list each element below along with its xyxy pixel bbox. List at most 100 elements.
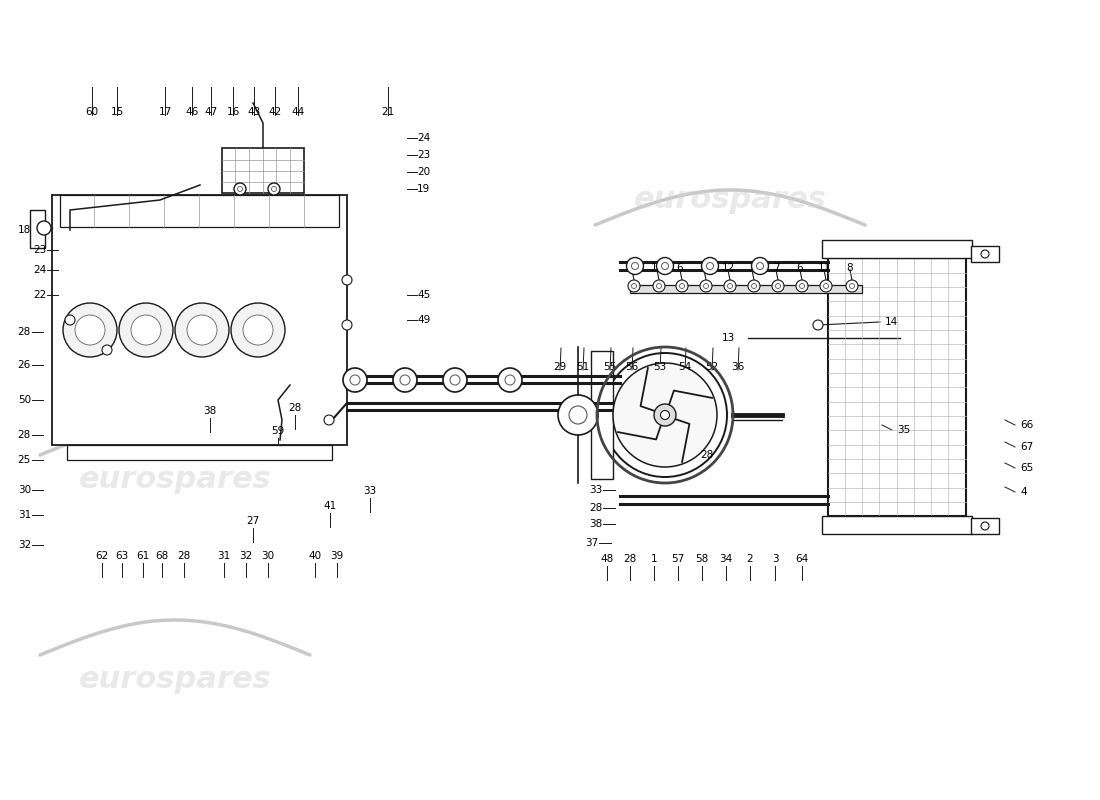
- Text: 60: 60: [86, 107, 99, 117]
- Circle shape: [727, 283, 733, 289]
- Text: 54: 54: [679, 362, 692, 372]
- Bar: [30, 210, 45, 248]
- Circle shape: [627, 258, 644, 274]
- Text: 28: 28: [18, 430, 31, 440]
- Circle shape: [558, 395, 598, 435]
- Text: 45: 45: [417, 290, 430, 300]
- Text: 6: 6: [796, 263, 803, 273]
- Circle shape: [187, 315, 217, 345]
- Bar: [52, 195, 346, 445]
- Text: 47: 47: [205, 107, 218, 117]
- Text: 11: 11: [817, 263, 830, 273]
- Text: 28: 28: [18, 327, 31, 337]
- Text: 48: 48: [601, 554, 614, 564]
- Text: 30: 30: [18, 485, 31, 495]
- Circle shape: [131, 315, 161, 345]
- Circle shape: [613, 363, 717, 467]
- Text: 38: 38: [204, 406, 217, 416]
- Circle shape: [724, 280, 736, 292]
- Text: 41: 41: [323, 501, 337, 511]
- Text: 49: 49: [417, 315, 430, 325]
- Text: 23: 23: [33, 245, 46, 255]
- Circle shape: [631, 262, 638, 270]
- Bar: [630, 285, 862, 293]
- Circle shape: [661, 262, 669, 270]
- Circle shape: [75, 315, 104, 345]
- Text: 5: 5: [701, 263, 707, 273]
- Circle shape: [628, 280, 640, 292]
- Circle shape: [849, 283, 855, 289]
- Text: 44: 44: [292, 107, 305, 117]
- Bar: [971, 518, 999, 534]
- Text: 42: 42: [268, 107, 282, 117]
- Text: 17: 17: [158, 107, 172, 117]
- Circle shape: [350, 375, 360, 385]
- Circle shape: [706, 262, 714, 270]
- Circle shape: [631, 283, 637, 289]
- Circle shape: [268, 183, 280, 195]
- Circle shape: [238, 186, 242, 191]
- Circle shape: [981, 250, 989, 258]
- Circle shape: [450, 375, 460, 385]
- Circle shape: [846, 280, 858, 292]
- Circle shape: [657, 283, 661, 289]
- Circle shape: [175, 303, 229, 357]
- Circle shape: [400, 375, 410, 385]
- Circle shape: [231, 303, 285, 357]
- Text: 31: 31: [218, 551, 231, 561]
- Text: 28: 28: [588, 503, 602, 513]
- Bar: [67, 445, 332, 460]
- Circle shape: [342, 275, 352, 285]
- Text: 37: 37: [585, 538, 598, 548]
- Circle shape: [65, 315, 75, 325]
- Circle shape: [102, 345, 112, 355]
- Text: 32: 32: [18, 540, 31, 550]
- Text: 14: 14: [886, 317, 899, 327]
- Circle shape: [776, 283, 781, 289]
- Text: 3: 3: [772, 554, 779, 564]
- Text: 53: 53: [653, 362, 667, 372]
- Text: 34: 34: [719, 554, 733, 564]
- Text: 68: 68: [155, 551, 168, 561]
- Bar: [591, 351, 613, 479]
- Bar: [222, 148, 304, 193]
- Text: 46: 46: [186, 107, 199, 117]
- Text: 30: 30: [262, 551, 275, 561]
- Text: 61: 61: [136, 551, 150, 561]
- Bar: [971, 246, 999, 262]
- Text: 66: 66: [1020, 420, 1033, 430]
- Text: 16: 16: [227, 107, 240, 117]
- Circle shape: [751, 258, 769, 274]
- Text: 59: 59: [272, 426, 285, 436]
- Text: 67: 67: [1020, 442, 1033, 452]
- Text: 28: 28: [177, 551, 190, 561]
- Text: 51: 51: [576, 362, 590, 372]
- Circle shape: [342, 320, 352, 330]
- Text: 38: 38: [588, 519, 602, 529]
- Text: 56: 56: [626, 362, 639, 372]
- Text: 28: 28: [700, 450, 713, 460]
- Circle shape: [680, 283, 684, 289]
- Circle shape: [772, 280, 784, 292]
- Text: eurospares: eurospares: [78, 466, 272, 494]
- Text: 35: 35: [896, 425, 911, 435]
- Text: 7: 7: [772, 263, 779, 273]
- Circle shape: [443, 368, 468, 392]
- Text: 63: 63: [116, 551, 129, 561]
- Circle shape: [234, 183, 246, 195]
- Circle shape: [704, 283, 708, 289]
- Circle shape: [981, 522, 989, 530]
- Circle shape: [569, 406, 587, 424]
- Bar: [822, 240, 972, 258]
- Circle shape: [393, 368, 417, 392]
- Text: 25: 25: [18, 455, 31, 465]
- Bar: [828, 258, 966, 516]
- Text: 43: 43: [248, 107, 261, 117]
- Text: 6: 6: [676, 263, 683, 273]
- Text: 8: 8: [847, 263, 854, 273]
- Text: eurospares: eurospares: [634, 186, 826, 214]
- Text: 22: 22: [33, 290, 46, 300]
- Circle shape: [119, 303, 173, 357]
- Text: 58: 58: [695, 554, 708, 564]
- Circle shape: [603, 353, 727, 477]
